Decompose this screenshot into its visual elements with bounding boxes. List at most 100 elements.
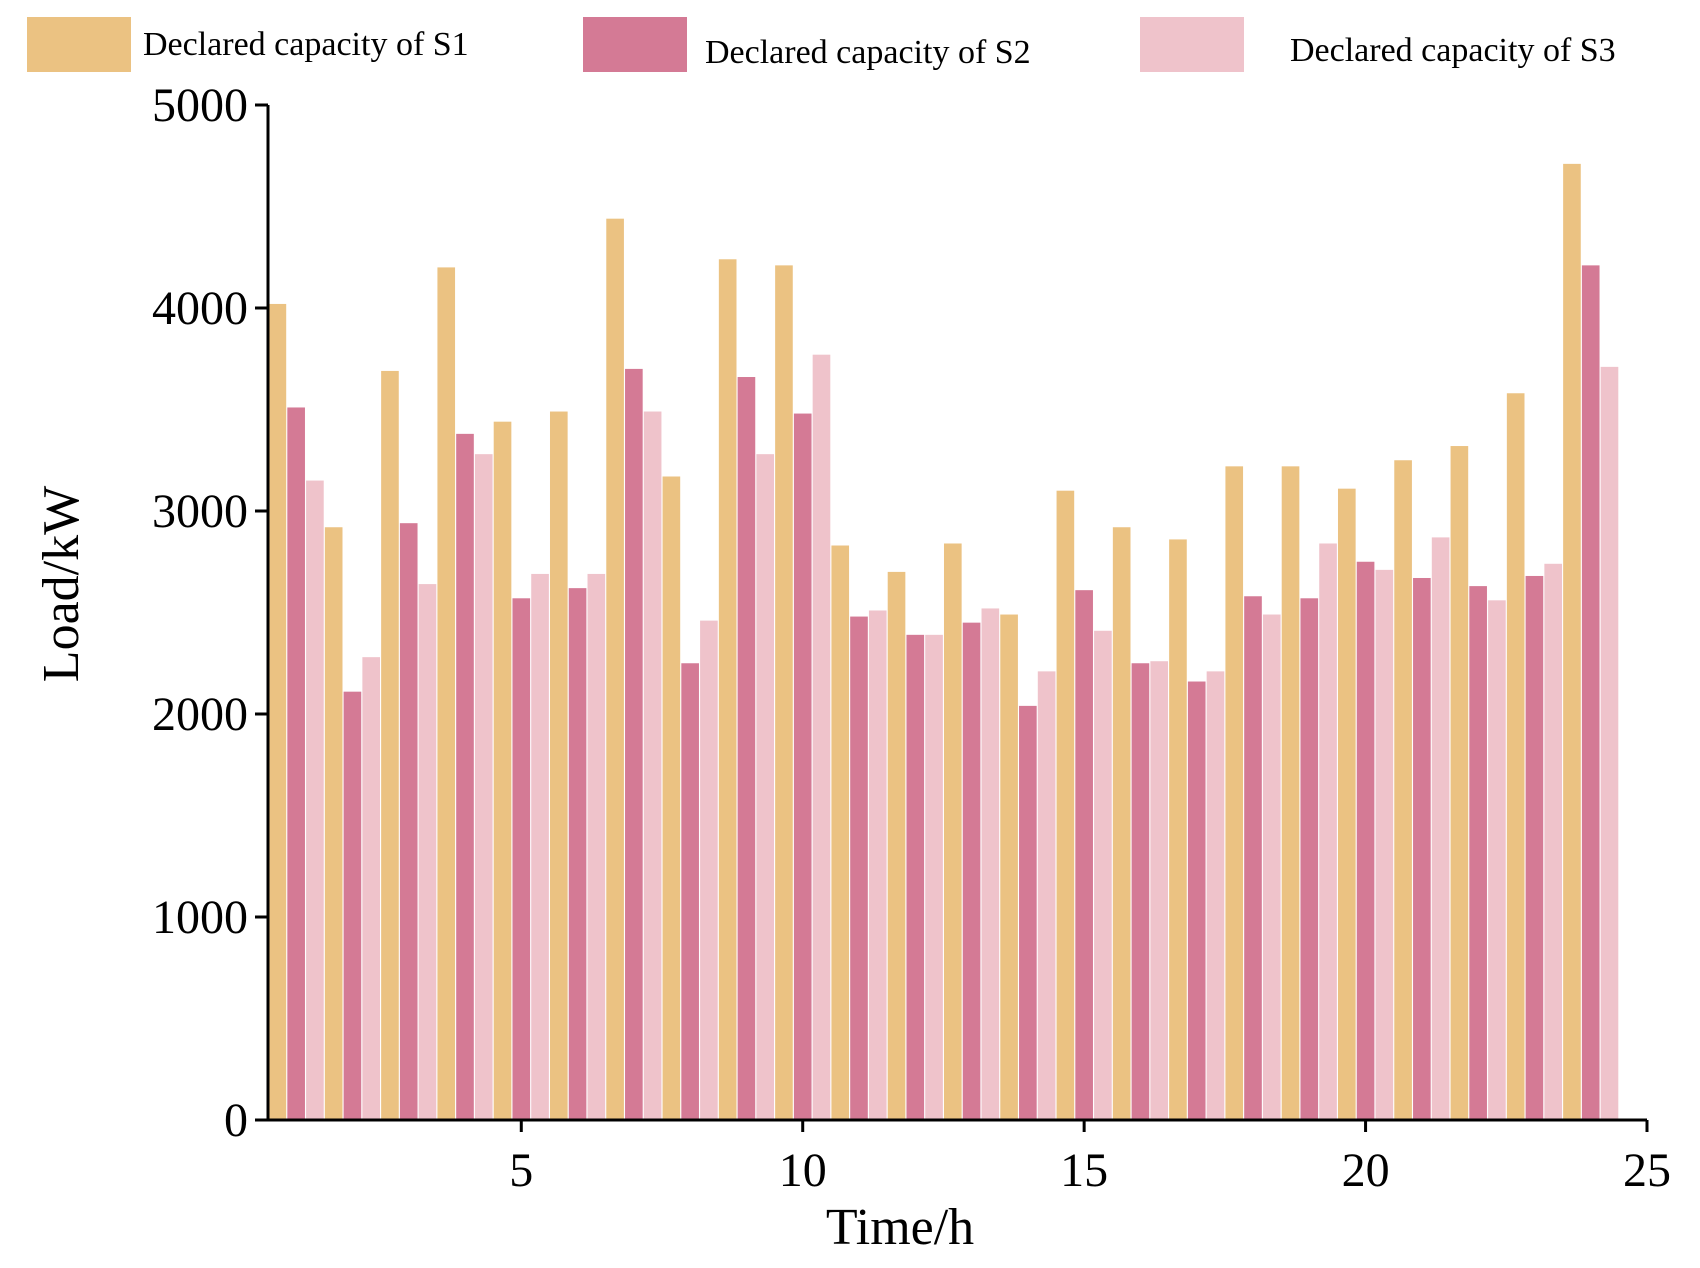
- bar-s3-t7: [643, 411, 662, 1120]
- bar-s1-t12: [887, 571, 906, 1120]
- x-tick-label: 20: [1342, 1144, 1390, 1197]
- bar-s1-t11: [831, 545, 850, 1120]
- bar-s1-t9: [718, 259, 737, 1120]
- bar-s2-t11: [850, 616, 868, 1120]
- bar-s3-t11: [868, 610, 887, 1120]
- bar-s1-t18: [1225, 466, 1244, 1121]
- legend-label-s1: Declared capacity of S1: [143, 26, 469, 63]
- bar-s1-t22: [1450, 446, 1469, 1120]
- bar-s2-t10: [793, 413, 812, 1120]
- bar-s1-t23: [1506, 393, 1525, 1120]
- bar-s2-t5: [512, 598, 531, 1120]
- bar-s2-t9: [737, 377, 756, 1120]
- bar-s1-t19: [1281, 466, 1300, 1121]
- bar-s2-t3: [399, 523, 418, 1120]
- bar-s2-t16: [1131, 663, 1150, 1120]
- bar-s3-t24: [1600, 366, 1619, 1120]
- bar-s2-t20: [1356, 561, 1375, 1120]
- legend-swatch-s1: [27, 17, 131, 72]
- bar-s3-t2: [362, 657, 381, 1120]
- x-tick-label: 25: [1623, 1144, 1671, 1197]
- legend-item-s3[interactable]: Declared capacity of S3: [1140, 17, 1616, 72]
- bar-s3-t12: [925, 634, 943, 1120]
- axes: [266, 105, 1647, 1122]
- bar-s3-t14: [1037, 671, 1056, 1120]
- bar-s3-t5: [531, 573, 549, 1120]
- bar-s1-t20: [1337, 488, 1356, 1120]
- legend: Declared capacity of S1 Declared capacit…: [27, 17, 1616, 72]
- bar-s1-t1: [268, 303, 287, 1120]
- bar-s2-t7: [625, 368, 643, 1120]
- bar-s3-t6: [587, 573, 606, 1120]
- bar-s3-t15: [1094, 630, 1112, 1120]
- bar-s2-t23: [1525, 575, 1544, 1120]
- bar-s1-t16: [1112, 527, 1131, 1120]
- bar-s2-t17: [1187, 681, 1206, 1120]
- bar-s2-t21: [1413, 577, 1431, 1120]
- bar-s3-t19: [1319, 543, 1337, 1120]
- y-ticks: 0 1000 2000 3000 4000 5000: [152, 79, 268, 1147]
- bar-s1-t3: [381, 370, 399, 1120]
- bars-group: [268, 163, 1619, 1121]
- y-tick-label: 0: [224, 1094, 248, 1147]
- bar-s3-t3: [418, 584, 437, 1120]
- bar-s3-t21: [1431, 537, 1450, 1120]
- x-tick-label: 10: [779, 1144, 827, 1197]
- bar-s3-t4: [474, 454, 493, 1120]
- x-ticks: 5 10 15 20 25: [509, 1120, 1671, 1197]
- bar-s3-t22: [1488, 600, 1506, 1120]
- legend-item-s1[interactable]: Declared capacity of S1: [27, 17, 469, 72]
- bar-s2-t24: [1581, 265, 1600, 1120]
- bar-s1-t4: [437, 267, 456, 1120]
- bar-s1-t24: [1563, 163, 1581, 1120]
- bar-s3-t9: [756, 454, 775, 1120]
- bar-s1-t7: [606, 218, 624, 1120]
- bar-s1-t2: [324, 527, 343, 1120]
- legend-item-s2[interactable]: Declared capacity of S2: [583, 17, 1031, 72]
- legend-swatch-s2: [583, 17, 687, 72]
- bar-s3-t13: [981, 608, 1000, 1120]
- bar-s2-t13: [962, 622, 981, 1120]
- x-tick-label: 15: [1060, 1144, 1108, 1197]
- bar-s2-t8: [681, 663, 699, 1120]
- bar-s1-t10: [775, 265, 793, 1120]
- bar-s2-t19: [1300, 598, 1319, 1120]
- bar-s2-t22: [1469, 586, 1487, 1120]
- bar-s1-t8: [662, 476, 681, 1120]
- bar-s1-t14: [1000, 614, 1018, 1120]
- bar-s1-t5: [493, 421, 512, 1120]
- bar-s2-t14: [1019, 705, 1037, 1120]
- bar-s2-t1: [287, 407, 305, 1121]
- y-tick-label: 1000: [152, 891, 248, 944]
- bar-s3-t1: [306, 480, 324, 1120]
- bar-s3-t17: [1206, 671, 1225, 1120]
- y-tick-label: 3000: [152, 485, 248, 538]
- bar-s2-t12: [906, 634, 925, 1120]
- y-tick-label: 4000: [152, 282, 248, 335]
- bar-s1-t21: [1394, 460, 1412, 1120]
- bar-s2-t4: [456, 433, 474, 1120]
- y-tick-label: 2000: [152, 688, 248, 741]
- bar-s3-t18: [1262, 614, 1281, 1120]
- legend-label-s3: Declared capacity of S3: [1290, 32, 1616, 69]
- bar-s2-t6: [568, 588, 587, 1120]
- bar-s1-t13: [943, 543, 962, 1120]
- legend-label-s2: Declared capacity of S2: [705, 34, 1031, 71]
- bar-s2-t15: [1075, 590, 1093, 1120]
- legend-swatch-s3: [1140, 17, 1244, 72]
- x-tick-label: 5: [509, 1144, 533, 1197]
- bar-s3-t10: [812, 354, 831, 1120]
- y-tick-label: 5000: [152, 79, 248, 132]
- x-axis-title: Time/h: [826, 1199, 974, 1256]
- bar-s3-t16: [1150, 661, 1169, 1120]
- y-axis-title: Load/kW: [33, 486, 90, 682]
- bar-s1-t17: [1169, 539, 1187, 1120]
- bar-s2-t18: [1244, 596, 1262, 1120]
- bar-s1-t6: [549, 411, 568, 1120]
- bar-s1-t15: [1056, 490, 1075, 1120]
- bar-s2-t2: [343, 691, 362, 1120]
- bar-s3-t23: [1544, 563, 1563, 1120]
- bar-s3-t8: [700, 620, 718, 1120]
- bar-s3-t20: [1375, 569, 1394, 1120]
